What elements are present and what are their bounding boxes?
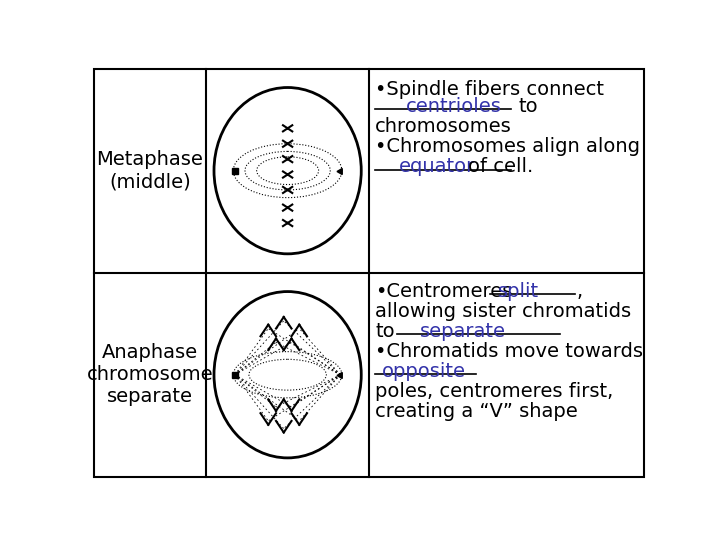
Text: equator: equator — [398, 157, 474, 176]
Text: to: to — [375, 322, 395, 341]
Text: •Chromosomes align along: •Chromosomes align along — [375, 137, 640, 156]
Text: •Chromatids move towards: •Chromatids move towards — [375, 342, 643, 361]
Ellipse shape — [214, 292, 361, 458]
Text: poles, centromeres first,: poles, centromeres first, — [375, 382, 613, 401]
Text: allowing sister chromatids: allowing sister chromatids — [375, 302, 631, 321]
Text: of cell.: of cell. — [468, 157, 534, 176]
Text: creating a “V” shape: creating a “V” shape — [375, 402, 578, 421]
Text: Metaphase
(middle): Metaphase (middle) — [96, 150, 204, 191]
Text: to: to — [518, 97, 539, 116]
Text: chromosomes: chromosomes — [375, 117, 512, 136]
Text: •Spindle fibers connect: •Spindle fibers connect — [375, 80, 604, 99]
Text: opposite: opposite — [382, 362, 465, 381]
Ellipse shape — [214, 87, 361, 254]
Text: •Centromeres: •Centromeres — [375, 282, 513, 301]
Text: Anaphase
chromosome
separate: Anaphase chromosome separate — [86, 343, 213, 406]
Text: centrioles: centrioles — [406, 97, 502, 116]
Text: ,: , — [577, 282, 582, 301]
Text: separate: separate — [420, 322, 506, 341]
Text: split: split — [498, 282, 539, 301]
